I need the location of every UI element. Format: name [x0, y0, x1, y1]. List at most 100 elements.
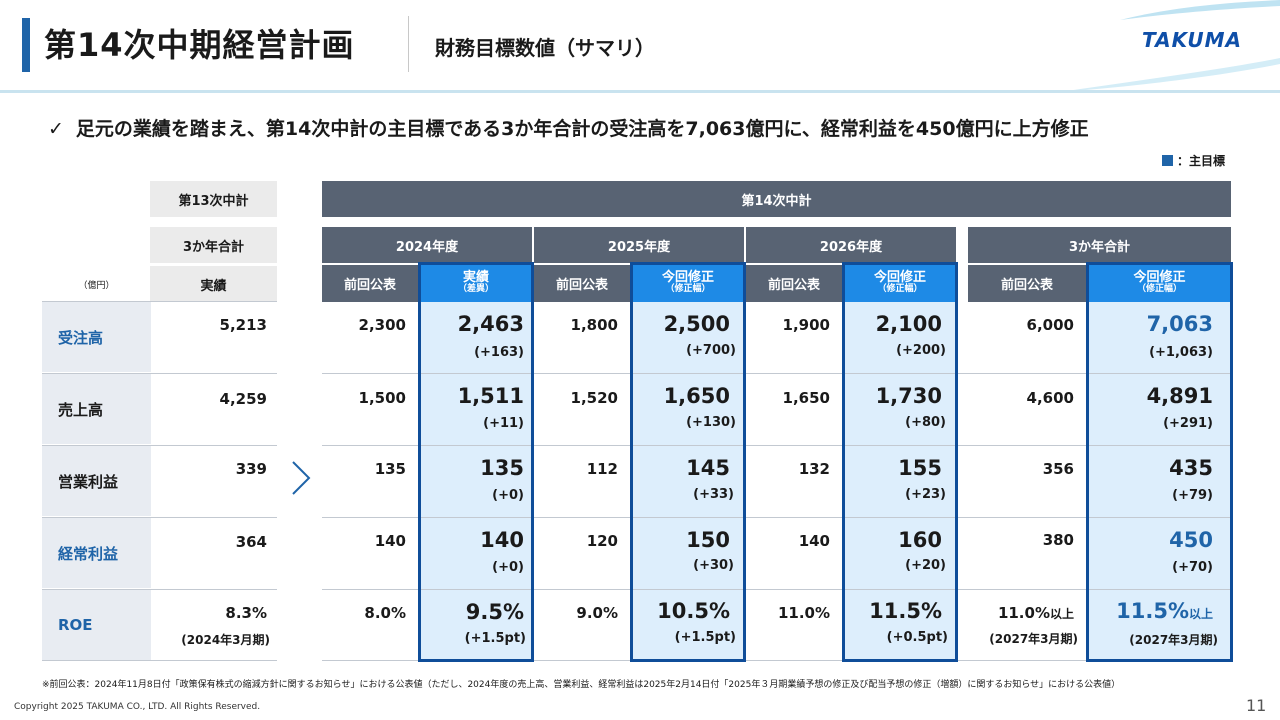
- roe-plan13-note: (2024年3月期): [181, 633, 270, 647]
- summary-bullet: ✓ 足元の業績を踏まえ、第14次中計の主目標である3か年合計の受注高を7,063億…: [48, 114, 1089, 141]
- ord-profit-y25-diff: (+30): [693, 558, 734, 573]
- row-label-roe: ROE: [42, 590, 151, 660]
- title-divider: [408, 16, 409, 72]
- logo-swoosh-decoration: [1060, 0, 1280, 92]
- roe-total-prev-note: (2027年3月期): [989, 632, 1078, 646]
- roe-total-rev-note: (2027年3月期): [1129, 633, 1218, 647]
- orders-total-diff: (+1,063): [1149, 345, 1213, 360]
- company-logo: TAKUMA: [1142, 28, 1242, 52]
- y26-rev-column-bg: [844, 302, 956, 660]
- sales-y25-prev: 1,520: [570, 389, 618, 407]
- row-label-ordinary-profit: 経常利益: [42, 518, 151, 588]
- ord-profit-y25-rev: 150: [686, 528, 730, 552]
- row-divider: [322, 445, 1231, 446]
- page-subtitle: 財務目標数値（サマリ）: [435, 36, 655, 60]
- ord-profit-total-rev: 450: [1169, 528, 1213, 552]
- orders-plan13-value: 5,213: [219, 316, 267, 334]
- ord-profit-plan13-value: 364: [235, 533, 267, 551]
- plan14-title: 第14次中計: [322, 181, 1231, 217]
- roe-y24-actual: 9.5%: [465, 600, 524, 624]
- title-accent-bar: [22, 18, 30, 72]
- roe-y26-prev: 11.0%: [777, 604, 830, 622]
- y24-actual-header-sub: （差異）: [457, 283, 494, 294]
- op-profit-y24-diff: (+0): [492, 488, 524, 503]
- footnote: ※前回公表：2024年11月8日付「政策保有株式の縮減方針に関するお知らせ」にお…: [42, 680, 1121, 690]
- y26-prev-header: 前回公表: [746, 265, 842, 302]
- total-rev-header: 今回修正 （修正幅）: [1088, 263, 1231, 302]
- roe-y25-diff: (+1.5pt): [674, 630, 736, 645]
- checkmark-icon: ✓: [48, 118, 64, 140]
- sales-total-prev: 4,600: [1026, 389, 1074, 407]
- row-divider: [322, 517, 1231, 518]
- legend-label: ：主目標: [1177, 154, 1226, 168]
- roe-total-rev: 11.5%以上: [1088, 599, 1213, 623]
- row-divider: [322, 660, 1231, 661]
- ord-profit-y26-diff: (+20): [905, 558, 946, 573]
- orders-y25-prev: 1,800: [570, 316, 618, 334]
- y24-prev-header: 前回公表: [322, 265, 418, 302]
- y25-prev-header: 前回公表: [534, 265, 630, 302]
- y25-rev-header: 今回修正 （修正幅）: [632, 263, 744, 302]
- op-profit-total-rev: 435: [1169, 456, 1213, 480]
- y24-actual-header: 実績 （差異）: [420, 263, 532, 302]
- row-divider: [42, 373, 277, 374]
- row-divider: [42, 589, 277, 590]
- orders-total-rev: 7,063: [1146, 312, 1213, 336]
- roe-y25-rev: 10.5%: [657, 599, 730, 623]
- orders-total-prev: 6,000: [1026, 316, 1074, 334]
- year-2024-header: 2024年度: [322, 227, 532, 263]
- summary-text: 足元の業績を踏まえ、第14次中計の主目標である3か年合計の受注高を7,063億円…: [75, 118, 1089, 140]
- row-label-orders: 受注高: [42, 302, 151, 372]
- year-2025-header: 2025年度: [534, 227, 744, 263]
- op-profit-y24-prev: 135: [374, 460, 406, 478]
- ord-profit-total-diff: (+70): [1172, 560, 1213, 575]
- sales-total-rev: 4,891: [1146, 384, 1213, 408]
- total-rev-highlight-border: [1086, 262, 1233, 662]
- ord-profit-y24-actual: 140: [480, 528, 524, 552]
- ord-profit-total-prev: 380: [1042, 531, 1074, 549]
- y26-rev-highlight-border: [842, 262, 958, 662]
- ord-profit-y25-prev: 120: [586, 532, 618, 550]
- page-title: 第14次中期経営計画: [44, 26, 355, 64]
- sales-y26-diff: (+80): [905, 415, 946, 430]
- op-profit-y25-prev: 112: [586, 460, 618, 478]
- ord-profit-y24-prev: 140: [374, 532, 406, 550]
- plan13-subtitle: 3か年合計: [150, 227, 277, 263]
- row-divider: [42, 660, 277, 661]
- op-profit-total-diff: (+79): [1172, 488, 1213, 503]
- orders-y24-diff: (+163): [474, 345, 524, 360]
- total-rev-header-sub: （修正幅）: [1136, 283, 1182, 294]
- roe-y26-diff: (+0.5pt): [886, 630, 948, 645]
- sales-y25-diff: (+130): [686, 415, 736, 430]
- roe-total-rev-suffix: 以上: [1188, 607, 1213, 621]
- roe-total-prev-suffix: 以上: [1049, 607, 1074, 621]
- op-profit-y26-rev: 155: [898, 456, 942, 480]
- ord-profit-y24-diff: (+0): [492, 560, 524, 575]
- op-profit-y25-rev: 145: [686, 456, 730, 480]
- row-divider: [322, 589, 1231, 590]
- sales-y26-rev: 1,730: [875, 384, 942, 408]
- op-profit-y24-actual: 135: [480, 456, 524, 480]
- row-divider: [42, 301, 277, 302]
- roe-total-prev-value: 11.0%: [997, 604, 1050, 622]
- sales-plan13-value: 4,259: [219, 390, 267, 408]
- row-label-operating-profit: 営業利益: [42, 446, 151, 516]
- y26-rev-header-sub: （修正幅）: [877, 283, 923, 294]
- y24-actual-highlight-border: [418, 262, 534, 662]
- op-profit-y26-diff: (+23): [905, 487, 946, 502]
- header-divider: [0, 90, 1280, 93]
- y25-rev-header-label: 今回修正: [661, 269, 714, 285]
- total-rev-column-bg: [1088, 302, 1231, 660]
- legend: ：主目標: [1162, 152, 1225, 169]
- roe-total-prev: 11.0%以上: [968, 604, 1074, 622]
- roe-y25-prev: 9.0%: [576, 604, 618, 622]
- ord-profit-y26-prev: 140: [798, 532, 830, 550]
- year-2026-header: 2026年度: [746, 227, 956, 263]
- row-divider: [42, 445, 277, 446]
- total-rev-header-label: 今回修正: [1133, 269, 1186, 285]
- y25-rev-header-sub: （修正幅）: [665, 283, 711, 294]
- row-label-sales: 売上高: [42, 374, 151, 444]
- orders-y26-prev: 1,900: [782, 316, 830, 334]
- legend-square-icon: [1162, 155, 1173, 166]
- orders-y25-rev: 2,500: [663, 312, 730, 336]
